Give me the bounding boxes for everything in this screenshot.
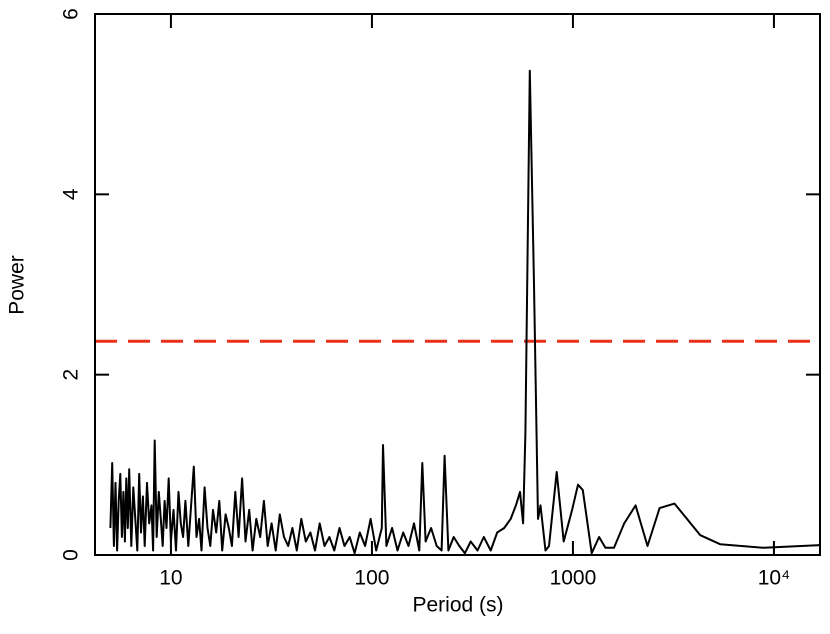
x-tick-label: 10⁴ [758,567,790,590]
y-tick-label: 6 [60,8,83,20]
power-line [109,69,821,555]
x-tick-label: 10 [159,567,182,590]
y-tick-label: 0 [60,549,83,561]
x-tick-label: 1000 [550,567,597,590]
x-axis-label: Period (s) [412,594,503,617]
x-tick-label: 100 [354,567,389,590]
y-axis-label: Power [6,255,29,315]
y-tick-label: 2 [60,369,83,381]
y-tick-label: 4 [60,188,83,200]
plot-frame [94,13,821,556]
